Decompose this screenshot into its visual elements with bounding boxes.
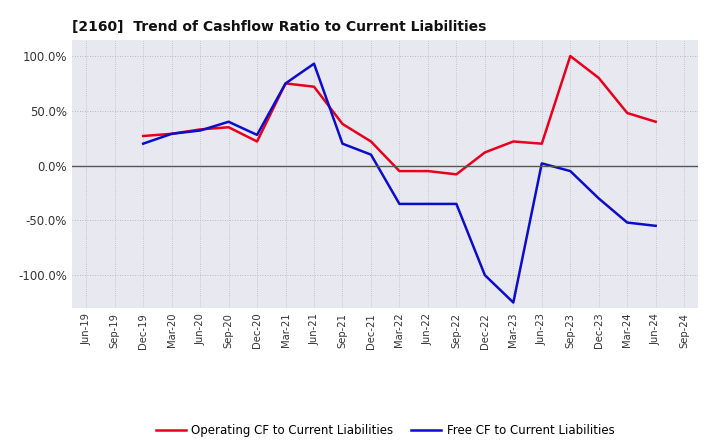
Free CF to Current Liabilities bbox=[338, 141, 347, 147]
Operating CF to Current Liabilities bbox=[537, 141, 546, 147]
Operating CF to Current Liabilities bbox=[167, 131, 176, 136]
Operating CF to Current Liabilities bbox=[225, 125, 233, 130]
Operating CF to Current Liabilities bbox=[566, 53, 575, 59]
Free CF to Current Liabilities bbox=[282, 81, 290, 86]
Operating CF to Current Liabilities bbox=[139, 133, 148, 139]
Operating CF to Current Liabilities bbox=[423, 169, 432, 174]
Free CF to Current Liabilities bbox=[623, 220, 631, 225]
Free CF to Current Liabilities bbox=[395, 201, 404, 206]
Free CF to Current Liabilities bbox=[595, 196, 603, 201]
Free CF to Current Liabilities bbox=[537, 161, 546, 166]
Operating CF to Current Liabilities bbox=[395, 169, 404, 174]
Operating CF to Current Liabilities bbox=[652, 119, 660, 125]
Line: Free CF to Current Liabilities: Free CF to Current Liabilities bbox=[143, 64, 656, 303]
Operating CF to Current Liabilities bbox=[452, 172, 461, 177]
Operating CF to Current Liabilities bbox=[196, 127, 204, 132]
Operating CF to Current Liabilities bbox=[595, 75, 603, 81]
Free CF to Current Liabilities bbox=[167, 131, 176, 136]
Operating CF to Current Liabilities bbox=[282, 81, 290, 86]
Free CF to Current Liabilities bbox=[225, 119, 233, 125]
Free CF to Current Liabilities bbox=[652, 223, 660, 228]
Operating CF to Current Liabilities bbox=[623, 110, 631, 116]
Free CF to Current Liabilities bbox=[310, 61, 318, 66]
Text: [2160]  Trend of Cashflow Ratio to Current Liabilities: [2160] Trend of Cashflow Ratio to Curren… bbox=[72, 20, 487, 34]
Free CF to Current Liabilities bbox=[480, 272, 489, 278]
Free CF to Current Liabilities bbox=[566, 169, 575, 174]
Operating CF to Current Liabilities bbox=[480, 150, 489, 155]
Operating CF to Current Liabilities bbox=[338, 121, 347, 127]
Free CF to Current Liabilities bbox=[139, 141, 148, 147]
Legend: Operating CF to Current Liabilities, Free CF to Current Liabilities: Operating CF to Current Liabilities, Fre… bbox=[151, 419, 619, 440]
Free CF to Current Liabilities bbox=[196, 128, 204, 133]
Free CF to Current Liabilities bbox=[366, 152, 375, 157]
Free CF to Current Liabilities bbox=[509, 300, 518, 305]
Line: Operating CF to Current Liabilities: Operating CF to Current Liabilities bbox=[143, 56, 656, 174]
Operating CF to Current Liabilities bbox=[366, 139, 375, 144]
Free CF to Current Liabilities bbox=[253, 132, 261, 138]
Operating CF to Current Liabilities bbox=[310, 84, 318, 89]
Operating CF to Current Liabilities bbox=[253, 139, 261, 144]
Free CF to Current Liabilities bbox=[423, 201, 432, 206]
Free CF to Current Liabilities bbox=[452, 201, 461, 206]
Operating CF to Current Liabilities bbox=[509, 139, 518, 144]
